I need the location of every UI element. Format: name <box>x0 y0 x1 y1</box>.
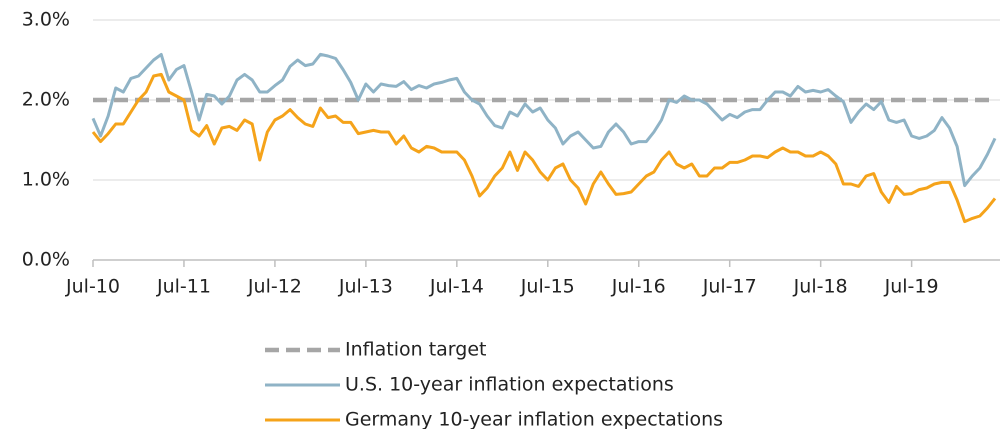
x-tick-label: Jul-18 <box>793 276 848 298</box>
legend-label: Germany 10-year inflation expectations <box>345 409 723 429</box>
x-tick-label: Jul-17 <box>702 276 757 298</box>
y-tick-label: 2.0% <box>22 89 70 111</box>
series-line <box>91 52 997 188</box>
x-tick-label: Jul-12 <box>247 276 302 298</box>
legend-label: U.S. 10-year inflation expectations <box>345 374 674 396</box>
y-tick-label: 1.0% <box>22 169 70 191</box>
x-tick-label: Jul-11 <box>156 276 211 298</box>
x-tick-label: Jul-15 <box>520 276 575 298</box>
x-tick-label: Jul-13 <box>338 276 393 298</box>
series-line <box>91 72 997 224</box>
legend-label: Inflation target <box>345 339 486 361</box>
x-tick-label: Jul-19 <box>884 276 939 298</box>
y-tick-label: 3.0% <box>22 9 70 31</box>
y-tick-label: 0.0% <box>22 249 70 271</box>
x-tick-label: Jul-16 <box>611 276 666 298</box>
x-tick-label: Jul-10 <box>65 276 120 298</box>
x-tick-label: Jul-14 <box>429 276 484 298</box>
